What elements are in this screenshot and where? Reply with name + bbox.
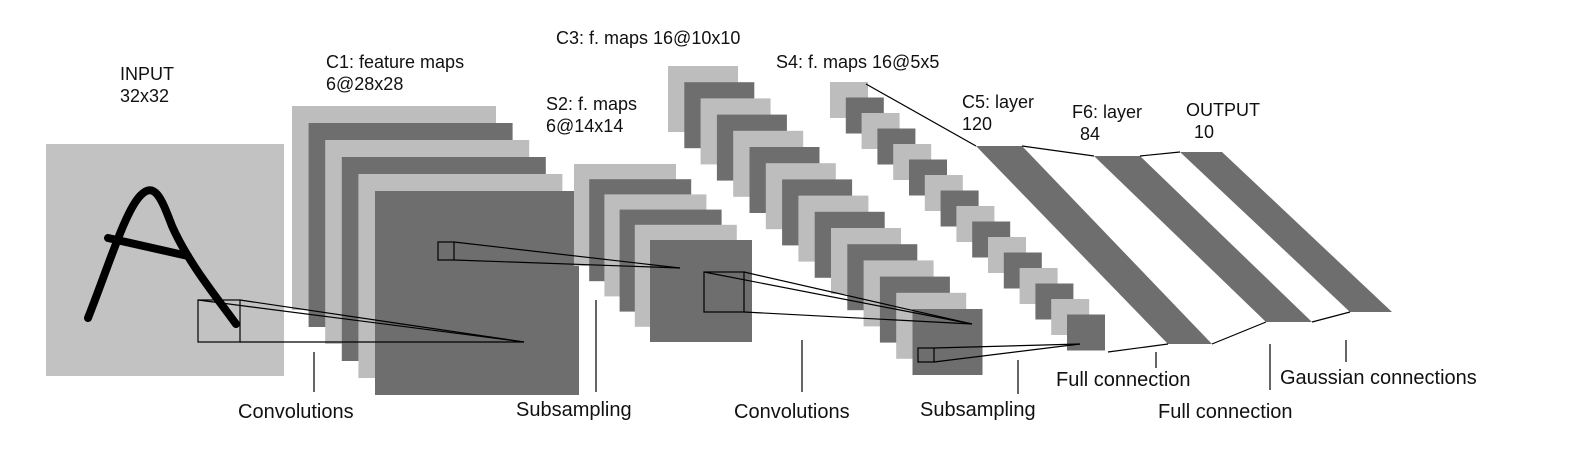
s2-label-size: 6@14x14 xyxy=(546,116,623,136)
s4-label-title: S4: f. maps 16@5x5 xyxy=(776,52,939,72)
c1-label-size: 6@28x28 xyxy=(326,74,403,94)
output-label-title: OUTPUT xyxy=(1186,100,1260,120)
input-to-c1-line xyxy=(197,299,525,343)
s4-to-c5-top-line xyxy=(865,83,977,147)
c1-label-title: C1: feature maps xyxy=(326,52,464,72)
c3-receptive-field xyxy=(917,347,935,363)
s4-feature-maps xyxy=(830,82,1105,351)
full2-label: Full connection xyxy=(1158,401,1293,423)
s2-receptive-field xyxy=(703,271,745,313)
c1-feature-maps xyxy=(292,106,579,395)
input-to-c1-line xyxy=(239,299,525,343)
f6-label-size: 84 xyxy=(1080,124,1100,144)
s2-to-c3-line xyxy=(743,271,973,325)
c3-to-s4-line xyxy=(933,343,1081,349)
fully-connected-layers xyxy=(976,146,1392,344)
input-receptive-field xyxy=(197,299,241,343)
conv1-label: Convolutions xyxy=(238,401,354,423)
output-band xyxy=(1180,152,1392,312)
s2-feature-maps xyxy=(574,164,752,342)
c5-label-title: C5: layer xyxy=(962,92,1034,112)
conv2-label: Convolutions xyxy=(734,401,850,423)
c1-to-s2-line xyxy=(453,241,681,269)
sub1-label: Subsampling xyxy=(516,399,632,421)
layer-labels: INPUT 32x32 C1: feature maps 6@28x28 S2:… xyxy=(120,28,1260,144)
f6-to-output-bottom-line xyxy=(1311,311,1351,323)
full1-label: Full connection xyxy=(1056,369,1191,391)
input-label-size: 32x32 xyxy=(120,86,169,106)
input-letter-a xyxy=(84,186,240,328)
c5-band xyxy=(976,146,1212,344)
s2-to-c3-line xyxy=(743,311,973,325)
connection-lines xyxy=(197,83,1351,363)
c1-receptive-field xyxy=(437,241,455,261)
c5-to-f6-bottom-line xyxy=(1211,321,1267,345)
gauss-label: Gaussian connections xyxy=(1280,367,1477,389)
c1-map xyxy=(375,191,579,395)
sub2-label: Subsampling xyxy=(920,399,1036,421)
c3-label-title: C3: f. maps 16@10x10 xyxy=(556,28,740,48)
c5-to-f6-top-line xyxy=(1021,145,1095,157)
output-label-size: 10 xyxy=(1194,122,1214,142)
s4-to-c5-bottom-line xyxy=(1107,343,1169,353)
operation-labels: Convolutions Subsampling Convolutions Su… xyxy=(238,367,1477,423)
input-layer xyxy=(46,144,284,376)
s2-map xyxy=(650,240,752,342)
c3-map xyxy=(912,309,983,375)
c5-label-size: 120 xyxy=(962,114,992,134)
c1-to-s2-line xyxy=(453,259,681,269)
s2-label-title: S2: f. maps xyxy=(546,94,637,114)
c3-feature-maps xyxy=(668,66,983,375)
input-label-title: INPUT xyxy=(120,64,174,84)
c3-to-s4-line xyxy=(933,343,1081,363)
f6-label-title: F6: layer xyxy=(1072,102,1142,122)
f6-band xyxy=(1094,156,1312,322)
f6-to-output-top-line xyxy=(1139,151,1181,157)
input-image xyxy=(46,144,284,376)
operation-ticks xyxy=(313,300,1347,394)
s2-to-c3-line xyxy=(703,271,973,325)
